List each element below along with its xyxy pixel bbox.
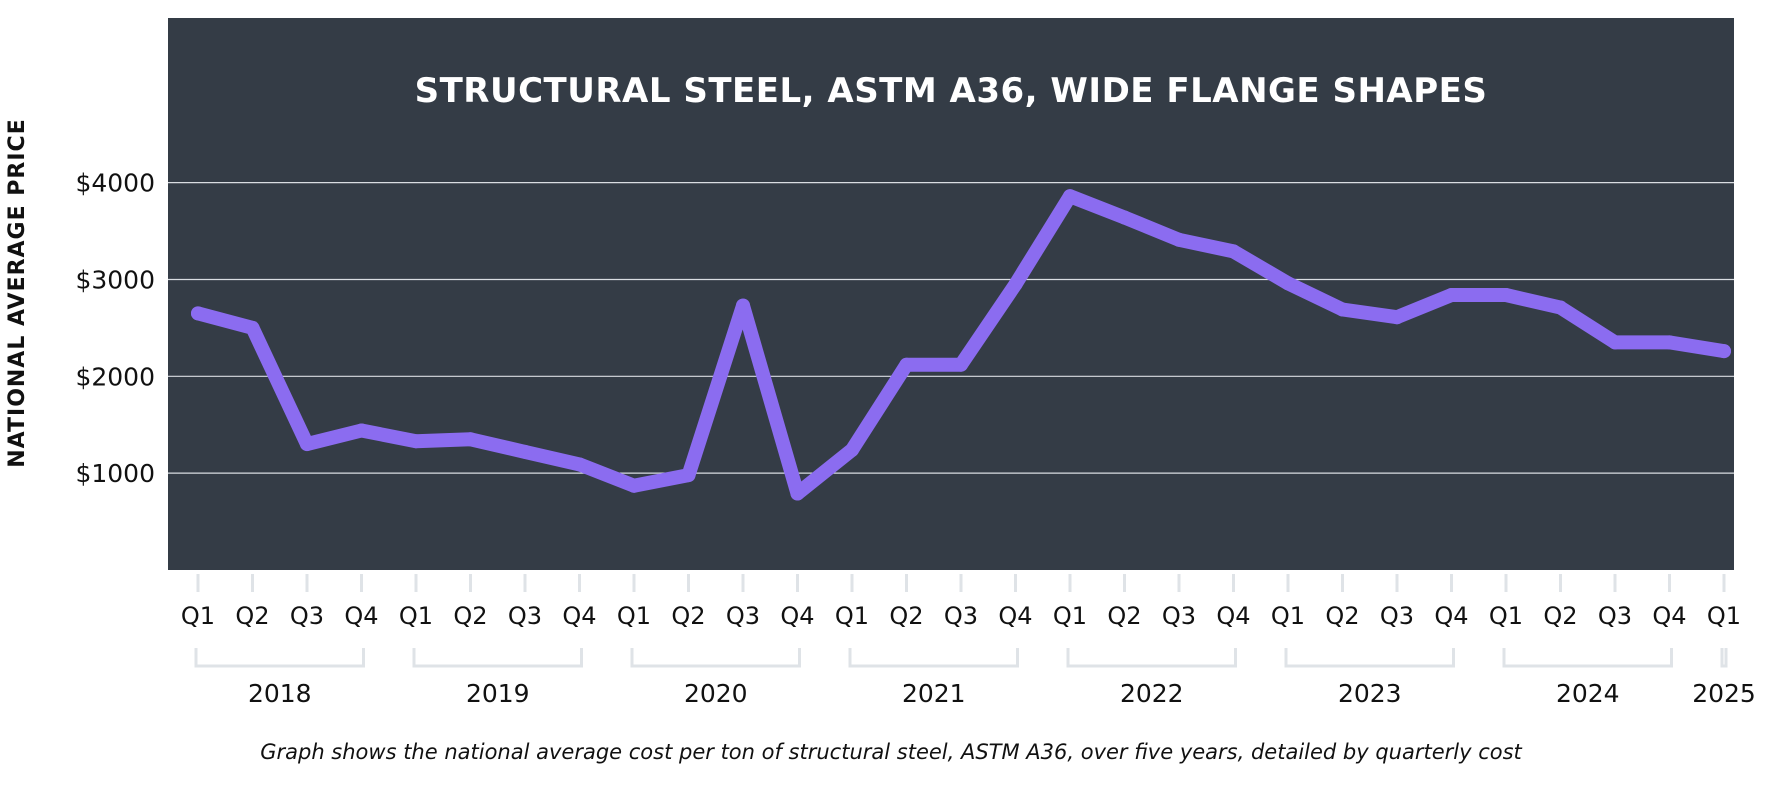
data-point [300,437,314,452]
year-label: 2019 [466,679,530,708]
y-tick-label: $2000 [75,362,155,391]
x-tick-label: Q2 [453,602,487,630]
x-tick-label: Q2 [1107,602,1141,630]
x-tick-label: Q4 [780,602,814,630]
x-tick-label: Q4 [1434,602,1468,630]
data-point [1608,335,1622,350]
x-tick-label: Q3 [726,602,760,630]
x-tick-label: Q4 [1652,602,1686,630]
data-point [954,357,968,372]
x-tick-label: Q4 [998,602,1032,630]
x-tick-label: Q3 [1598,602,1632,630]
data-point [1335,302,1350,317]
data-point [1226,244,1241,259]
data-point [245,320,260,335]
x-tick-label: Q1 [617,602,651,630]
year-label: 2022 [1120,679,1184,708]
data-point [1553,300,1568,315]
series-group [191,189,1731,501]
x-tick-label: Q4 [562,602,596,630]
x-tick-label: Q3 [508,602,542,630]
data-point [463,432,478,447]
chart-title: STRUCTURAL STEEL, ASTM A36, WIDE FLANGE … [415,71,1488,111]
data-point [1063,189,1077,204]
year-bracket [194,648,365,668]
y-axis-label: NATIONAL AVERAGE PRICE [5,118,30,467]
data-point [409,434,423,449]
x-tick-label: Q1 [181,602,215,630]
chart-caption: Graph shows the national average cost pe… [260,740,1522,764]
x-tick-label: Q1 [835,602,869,630]
year-label: 2018 [248,679,312,708]
year-bracket [1284,648,1455,668]
gridlines [168,182,1734,474]
data-point [1281,276,1295,291]
data-point [191,306,205,321]
data-point [518,444,532,459]
x-tick-label: Q1 [1053,602,1087,630]
x-tick-label: Q2 [671,602,705,630]
data-point [354,423,369,438]
year-labels: 2018 2019 2020 2021 2022 2023 2024 2025 [248,679,1756,708]
y-axis-ticks: $1000 $2000 $3000 $4000 [75,169,155,489]
data-point [1117,210,1132,225]
x-tick-label: Q1 [399,602,433,630]
year-brackets [194,648,1728,668]
data-point [1499,287,1513,302]
data-point [1662,335,1677,350]
year-label: 2020 [684,679,748,708]
x-tick-label: Q3 [1380,602,1414,630]
y-tick-label: $3000 [75,265,155,294]
year-bracket [1066,648,1237,668]
data-point [1390,310,1404,325]
year-label: 2023 [1338,679,1402,708]
data-point [790,486,805,501]
x-tick-label: Q3 [290,602,324,630]
y-tick-label: $1000 [75,459,155,488]
x-tick-label: Q4 [1216,602,1250,630]
year-bracket [848,648,1019,668]
data-point [1717,344,1731,359]
x-tick-label: Q1 [1271,602,1305,630]
x-tick-label: Q1 [1489,602,1523,630]
year-bracket [1720,648,1728,668]
data-point [845,442,859,457]
year-bracket [1502,648,1673,668]
x-tick-label: Q3 [1162,602,1196,630]
data-point [572,457,587,472]
data-point [736,298,750,313]
data-point [1008,277,1023,292]
x-tick-label: Q2 [1325,602,1359,630]
year-label: 2025 [1692,679,1756,708]
year-label: 2024 [1556,679,1620,708]
year-bracket [412,648,583,668]
x-tick-label: Q2 [235,602,269,630]
data-point [627,478,641,493]
x-tick-stubs [196,574,1726,592]
data-point [1172,232,1186,247]
x-tick-label: Q1 [1707,602,1741,630]
year-label: 2021 [902,679,966,708]
year-bracket [630,648,801,668]
x-tick-label: Q2 [1543,602,1577,630]
data-point [899,357,914,372]
x-tick-label: Q3 [944,602,978,630]
x-tick-label: Q4 [344,602,378,630]
data-point [681,468,696,483]
y-tick-label: $4000 [75,169,155,198]
x-tick-label: Q2 [889,602,923,630]
x-axis-ticks: Q1 Q2 Q3 Q4 Q1 Q2 Q3 Q4 Q1 Q2 Q3 Q4 Q1 Q2 Q3 Q4 Q1 Q2 Q3 Q4… [181,602,1741,630]
data-point [1444,287,1459,302]
